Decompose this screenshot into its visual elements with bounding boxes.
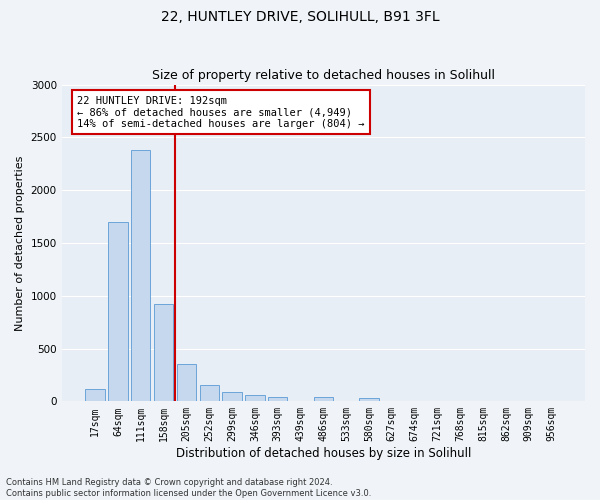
Y-axis label: Number of detached properties: Number of detached properties (15, 156, 25, 330)
Bar (131, 150, 151, 402)
Bar (359, 398, 379, 402)
Bar (85, 389, 105, 402)
Bar (245, 395, 265, 402)
Bar (268, 396, 287, 402)
X-axis label: Distribution of detached houses by size in Solihull: Distribution of detached houses by size … (176, 447, 471, 460)
Bar (108, 222, 128, 402)
Title: Size of property relative to detached houses in Solihull: Size of property relative to detached ho… (152, 69, 495, 82)
Text: Contains HM Land Registry data © Crown copyright and database right 2024.
Contai: Contains HM Land Registry data © Crown c… (6, 478, 371, 498)
Bar (200, 385, 219, 402)
Bar (177, 364, 196, 402)
Bar (223, 392, 242, 402)
Text: 22 HUNTLEY DRIVE: 192sqm
← 86% of detached houses are smaller (4,949)
14% of sem: 22 HUNTLEY DRIVE: 192sqm ← 86% of detach… (77, 96, 365, 129)
Bar (154, 304, 173, 402)
Text: 22, HUNTLEY DRIVE, SOLIHULL, B91 3FL: 22, HUNTLEY DRIVE, SOLIHULL, B91 3FL (161, 10, 439, 24)
Bar (314, 397, 333, 402)
